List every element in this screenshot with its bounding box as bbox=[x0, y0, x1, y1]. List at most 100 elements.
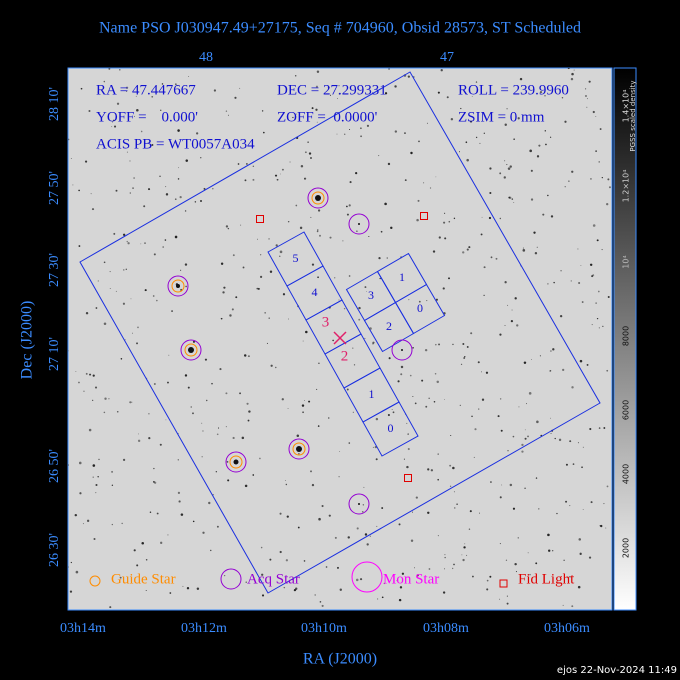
chip-label: 2 bbox=[341, 348, 349, 364]
faint-star bbox=[148, 413, 150, 415]
faint-star bbox=[204, 358, 208, 361]
faint-star bbox=[607, 296, 610, 299]
acq-star bbox=[180, 339, 202, 361]
faint-star bbox=[378, 257, 381, 260]
faint-star bbox=[297, 526, 300, 529]
faint-star bbox=[538, 144, 541, 147]
faint-star bbox=[528, 392, 532, 395]
faint-star bbox=[269, 270, 273, 274]
faint-star bbox=[412, 346, 414, 349]
faint-star bbox=[453, 217, 456, 220]
faint-star bbox=[383, 582, 386, 585]
acq-star bbox=[225, 451, 247, 473]
faint-star bbox=[590, 178, 592, 180]
faint-star bbox=[460, 107, 462, 110]
faint-star bbox=[552, 348, 555, 351]
faint-star bbox=[608, 186, 611, 189]
faint-star bbox=[499, 398, 502, 400]
faint-star bbox=[184, 374, 188, 377]
faint-star bbox=[586, 364, 589, 366]
faint-star bbox=[483, 132, 485, 134]
faint-star bbox=[88, 428, 92, 432]
faint-star bbox=[508, 196, 511, 199]
faint-star bbox=[569, 576, 571, 578]
faint-star bbox=[511, 309, 513, 311]
faint-star bbox=[506, 595, 508, 597]
faint-star bbox=[321, 604, 324, 607]
colorbar-tick: 6000 bbox=[622, 400, 631, 420]
faint-star bbox=[547, 283, 549, 285]
faint-star bbox=[302, 340, 304, 342]
faint-star bbox=[109, 271, 111, 273]
faint-star bbox=[418, 140, 420, 143]
faint-star bbox=[133, 549, 136, 552]
faint-star bbox=[126, 240, 128, 243]
top-tick: 47 bbox=[440, 50, 454, 65]
acq-star bbox=[348, 213, 370, 235]
faint-star bbox=[464, 543, 466, 545]
faint-star bbox=[406, 422, 408, 424]
chip bbox=[362, 401, 419, 457]
faint-star bbox=[287, 408, 289, 409]
faint-star bbox=[174, 235, 178, 239]
faint-star bbox=[597, 290, 600, 293]
x-axis-label: RA (J2000) bbox=[303, 651, 377, 668]
faint-star bbox=[483, 266, 486, 269]
faint-star bbox=[256, 287, 259, 290]
faint-star bbox=[469, 510, 472, 513]
faint-star bbox=[547, 533, 550, 537]
faint-star bbox=[126, 151, 128, 153]
faint-star bbox=[480, 371, 482, 373]
faint-star bbox=[303, 560, 306, 562]
faint-star bbox=[252, 178, 255, 181]
faint-star bbox=[539, 90, 543, 94]
faint-star bbox=[428, 568, 431, 570]
faint-star bbox=[109, 606, 112, 609]
faint-star bbox=[91, 208, 95, 211]
legend-icon bbox=[89, 575, 101, 587]
left-tick: 26 30' bbox=[47, 533, 62, 567]
faint-star bbox=[375, 458, 378, 461]
faint-star bbox=[424, 348, 428, 352]
faint-star bbox=[368, 235, 370, 238]
faint-star bbox=[145, 558, 148, 561]
faint-star bbox=[486, 588, 489, 591]
faint-star bbox=[536, 155, 540, 158]
faint-star bbox=[112, 121, 113, 123]
faint-star bbox=[84, 160, 88, 163]
faint-star bbox=[97, 280, 99, 282]
faint-star bbox=[165, 419, 167, 421]
faint-star bbox=[292, 116, 294, 119]
faint-star bbox=[148, 188, 151, 191]
faint-star bbox=[97, 476, 99, 478]
faint-star bbox=[596, 239, 599, 242]
faint-star bbox=[119, 69, 121, 71]
faint-star bbox=[464, 356, 466, 358]
faint-star bbox=[177, 85, 179, 87]
faint-star bbox=[548, 549, 551, 552]
faint-star bbox=[288, 318, 289, 320]
faint-star bbox=[68, 566, 69, 568]
faint-star bbox=[603, 427, 606, 429]
aimpoint bbox=[333, 331, 347, 345]
faint-star bbox=[245, 581, 247, 583]
faint-star bbox=[463, 357, 466, 359]
faint-star bbox=[279, 250, 283, 254]
faint-star bbox=[151, 95, 154, 98]
faint-star bbox=[348, 204, 351, 207]
faint-star bbox=[289, 161, 291, 163]
faint-star bbox=[140, 130, 143, 133]
faint-star bbox=[235, 296, 238, 299]
star bbox=[358, 503, 360, 505]
faint-star bbox=[260, 254, 262, 256]
faint-star bbox=[244, 179, 247, 182]
faint-star bbox=[598, 161, 600, 163]
faint-star bbox=[212, 188, 214, 190]
faint-star bbox=[160, 109, 162, 111]
faint-star bbox=[92, 399, 94, 401]
faint-star bbox=[285, 483, 288, 486]
faint-star bbox=[510, 319, 514, 323]
faint-star bbox=[257, 287, 260, 290]
faint-star bbox=[178, 500, 181, 503]
left-tick: 28 10' bbox=[47, 87, 62, 121]
